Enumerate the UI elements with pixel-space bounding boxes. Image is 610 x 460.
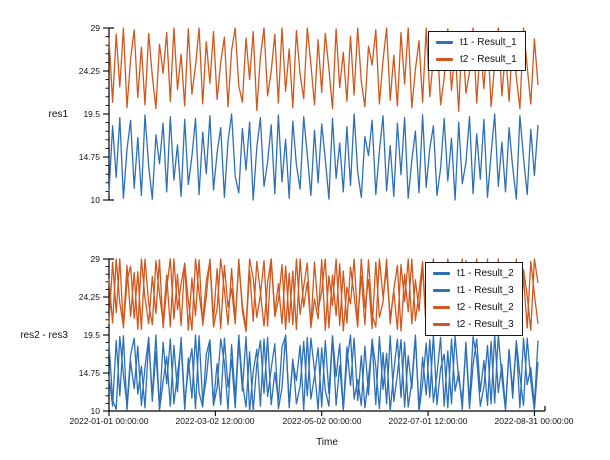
legend-item: t1 - Result_2 — [433, 265, 514, 282]
y-tick-label: 24.25 — [78, 292, 100, 302]
x-tick-label: 2022-05-02 00:00:00 — [282, 416, 362, 426]
y-tick-label: 19.5 — [83, 109, 100, 119]
y-tick-label: 10 — [90, 406, 100, 416]
legend-label: t2 - Result_2 — [457, 302, 514, 313]
x-axis-label: Time — [316, 437, 338, 448]
legend-line-swatch — [436, 58, 453, 61]
legend-line-swatch — [433, 306, 450, 309]
legend-item: t1 - Result_1 — [436, 34, 517, 51]
x-tick-label: 2022-07-01 12:00:00 — [388, 416, 468, 426]
x-tick-label: 2022-01-01 00:00:00 — [69, 416, 149, 426]
legend-label: t1 - Result_2 — [457, 268, 514, 279]
legend-item: t2 - Result_3 — [433, 316, 514, 333]
subplot-1 — [103, 27, 539, 201]
legend-item: t1 - Result_3 — [433, 282, 514, 299]
legend-label: t1 - Result_1 — [460, 37, 517, 48]
legend-line-swatch — [433, 289, 450, 292]
legend-label: t2 - Result_3 — [457, 319, 514, 330]
legend-line-swatch — [433, 272, 450, 275]
legend-top: t1 - Result_1 t2 - Result_1 — [428, 31, 526, 71]
legend-item: t2 - Result_1 — [436, 51, 517, 68]
y-tick-label: 19.5 — [83, 330, 100, 340]
line-t2-result-1 — [108, 27, 539, 112]
y-tick-label: 10 — [90, 195, 100, 205]
legend-bottom: t1 - Result_2 t1 - Result_3 t2 - Result_… — [425, 262, 523, 336]
x-tick-label: 2022-03-02 12:00:00 — [175, 416, 255, 426]
y-tick-label: 14.75 — [78, 368, 100, 378]
y-tick-label: 29 — [90, 23, 100, 33]
y-tick-label: 24.25 — [78, 66, 100, 76]
line-t1-result-1 — [108, 113, 539, 201]
legend-line-swatch — [433, 323, 450, 326]
legend-line-swatch — [436, 41, 453, 44]
legend-label: t2 - Result_1 — [460, 54, 517, 65]
y-axis-label-bottom: res2 - res3 — [20, 330, 68, 341]
legend-item: t2 - Result_2 — [433, 299, 514, 316]
line-t1-result-3 — [108, 334, 539, 412]
y-tick-label: 29 — [90, 254, 100, 264]
y-tick-label: 14.75 — [78, 152, 100, 162]
x-tick-label: 2022-08-31 00:00:00 — [494, 416, 574, 426]
y-axis-label-top: res1 — [48, 109, 68, 120]
legend-label: t1 - Result_3 — [457, 285, 514, 296]
